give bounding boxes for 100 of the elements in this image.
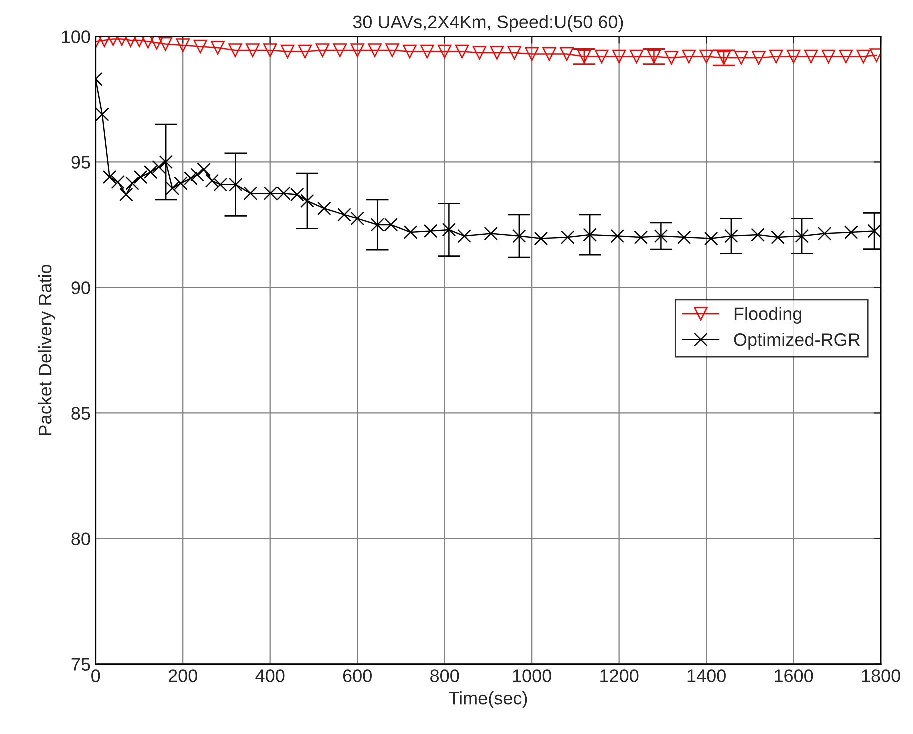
point [333, 44, 348, 58]
point [534, 232, 548, 246]
point [280, 44, 295, 59]
point [610, 229, 624, 244]
point [150, 36, 164, 50]
x-tick-label: 0 [92, 670, 100, 682]
point [404, 226, 418, 240]
point [134, 170, 148, 184]
point [318, 202, 332, 216]
y-tick-label: 95 [72, 156, 90, 169]
point [612, 50, 626, 64]
point [184, 172, 198, 186]
point [152, 160, 166, 174]
point [455, 44, 470, 59]
y-axis-title: Packet Delivery Ratio [38, 264, 56, 436]
point [594, 50, 609, 64]
point [174, 176, 188, 190]
point [664, 51, 679, 65]
point [769, 50, 784, 64]
point [525, 47, 539, 62]
point [630, 50, 644, 64]
point [190, 168, 204, 182]
point [734, 51, 748, 65]
point [634, 230, 648, 244]
x-tick-label: 600 [343, 670, 372, 682]
point [438, 44, 452, 59]
legend-label: Flooding [734, 307, 802, 324]
y-tick-label: 90 [72, 282, 90, 294]
point [386, 44, 400, 58]
point [583, 228, 597, 242]
x-tick-label: 1000 [513, 670, 552, 682]
x-tick-label: 800 [430, 670, 460, 682]
point [141, 36, 156, 49]
point [822, 50, 836, 64]
y-tick-label: 100 [62, 30, 90, 44]
point [717, 51, 731, 65]
y-tick-label: 75 [72, 658, 90, 671]
point [751, 228, 765, 242]
point [458, 229, 472, 244]
x-tick-label: 1400 [688, 670, 726, 682]
point [338, 208, 352, 222]
point [96, 108, 110, 122]
point [144, 165, 158, 180]
point [300, 194, 314, 208]
point [263, 44, 278, 58]
x-tick-label: 1600 [775, 670, 814, 682]
point [804, 50, 818, 64]
point [700, 50, 714, 64]
point [484, 226, 498, 241]
point [560, 47, 574, 62]
point [350, 44, 364, 58]
point [508, 46, 522, 60]
point [512, 229, 526, 244]
x-axis-title: Time(sec) [449, 692, 528, 708]
point [166, 182, 180, 196]
point [771, 230, 785, 244]
point [316, 44, 330, 58]
point [176, 38, 190, 52]
point [795, 229, 809, 244]
point [197, 162, 211, 177]
x-tick-label: 1800 [862, 670, 900, 682]
y-tick-label: 85 [72, 407, 90, 420]
point [246, 44, 260, 58]
point [298, 44, 312, 59]
point [420, 44, 434, 59]
point [159, 155, 173, 170]
point [647, 50, 662, 64]
point [490, 46, 504, 60]
point [786, 50, 801, 64]
point [211, 41, 225, 55]
point [368, 44, 382, 58]
point [856, 50, 870, 64]
point [472, 46, 487, 60]
point [102, 170, 117, 184]
point [839, 50, 854, 64]
point [424, 224, 438, 238]
point [818, 226, 832, 241]
point [120, 188, 134, 202]
point [677, 230, 692, 244]
chart-title: 30 UAVs,2X4Km, Speed:U(50 60) [353, 15, 624, 32]
point [682, 50, 696, 64]
point [752, 51, 766, 65]
point [844, 226, 858, 240]
legend-label: Optimized-RGR [734, 333, 860, 350]
point [403, 44, 417, 59]
point [194, 40, 208, 54]
point [724, 229, 738, 244]
point [442, 223, 456, 237]
point [205, 174, 220, 188]
point [158, 37, 173, 52]
x-tick-label: 1200 [600, 670, 639, 682]
x-tick-label: 200 [168, 670, 198, 682]
point [704, 232, 718, 246]
point [244, 186, 258, 200]
point [560, 230, 575, 244]
point [228, 44, 242, 58]
point [578, 50, 592, 64]
y-tick-label: 80 [72, 532, 90, 546]
point [654, 229, 668, 244]
x-tick-label: 400 [256, 670, 285, 682]
